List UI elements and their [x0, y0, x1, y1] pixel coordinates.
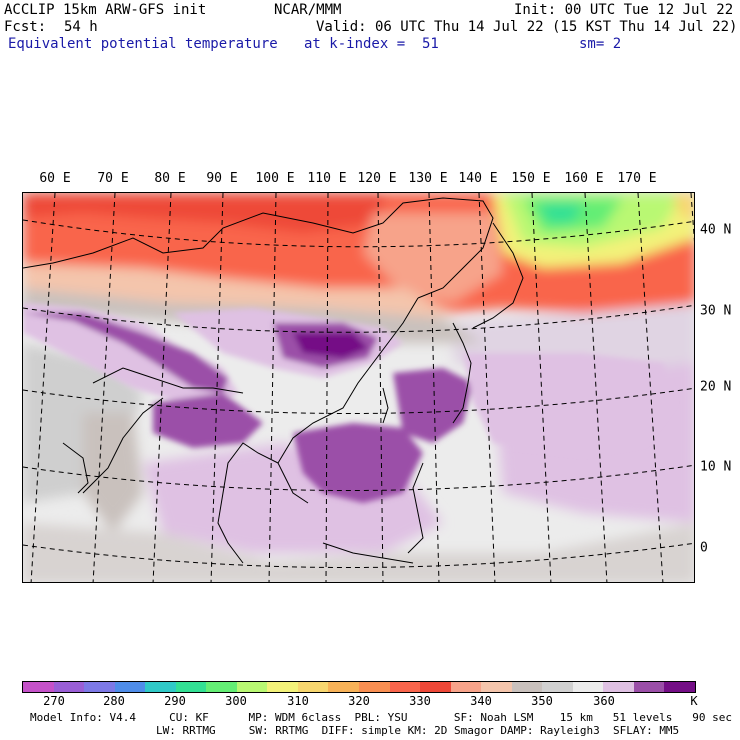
colorbar-swatch	[175, 682, 207, 692]
lat-label: 20 N	[700, 379, 732, 395]
colorbar-swatch	[328, 682, 360, 692]
lat-label: 10 N	[700, 459, 732, 475]
lon-label: 160 E	[564, 171, 604, 186]
colorbar-tick: 290	[164, 694, 186, 708]
colorbar-swatch	[297, 682, 329, 692]
colorbar-swatch	[23, 682, 54, 692]
colorbar-swatch	[53, 682, 85, 692]
lon-label: 70 E	[97, 171, 129, 186]
model-info-line1: Model Info: V4.4 CU: KF MP: WDM 6class P…	[30, 711, 732, 724]
colorbar-tick: 350	[531, 694, 553, 708]
colorbar-swatch	[389, 682, 421, 692]
colorbar-tick: 340	[470, 694, 492, 708]
colorbar-tick: 280	[103, 694, 125, 708]
center-label: NCAR/MMM	[274, 2, 342, 18]
model-info-line2: LW: RRTMG SW: RRTMG DIFF: simple KM: 2D …	[156, 724, 680, 737]
lon-label: 130 E	[408, 171, 448, 186]
lon-label: 90 E	[206, 171, 238, 186]
colorbar-swatch	[664, 682, 696, 692]
colorbar-swatch	[206, 682, 237, 692]
colorbar-tick: 310	[287, 694, 309, 708]
colorbar-swatch	[450, 682, 482, 692]
level-label: at k-index = 51	[304, 36, 439, 52]
theta-e-map	[22, 192, 695, 583]
colorbar	[22, 681, 696, 693]
forecast-label: Fcst:	[4, 19, 47, 35]
colorbar-swatch	[267, 682, 298, 692]
colorbar-tick: 300	[225, 694, 247, 708]
valid-time: Valid: 06 UTC Thu 14 Jul 22 (15 KST Thu …	[316, 19, 738, 35]
forecast-hour: 54 h	[64, 19, 98, 35]
smoothing-label: sm= 2	[579, 36, 622, 52]
graticule	[23, 193, 694, 582]
lon-label: 110 E	[307, 171, 347, 186]
colorbar-swatch	[145, 682, 176, 692]
field-name: Equivalent potential temperature	[8, 36, 278, 52]
colorbar-swatch	[511, 682, 543, 692]
colorbar-swatch	[572, 682, 604, 692]
colorbar-swatch	[359, 682, 390, 692]
colorbar-swatch	[542, 682, 573, 692]
lon-label: 140 E	[458, 171, 498, 186]
high-theta-e-band	[23, 303, 673, 503]
lon-label: 120 E	[357, 171, 397, 186]
colorbar-swatch	[603, 682, 634, 692]
lat-label: 40 N	[700, 222, 732, 238]
coastlines	[23, 197, 524, 564]
lat-label: 30 N	[700, 303, 732, 319]
map-svg	[23, 193, 694, 582]
model-title: ACCLIP 15km ARW-GFS init	[4, 2, 207, 18]
init-time: Init: 00 UTC Tue 12 Jul 22	[514, 2, 734, 18]
lon-label: 80 E	[154, 171, 186, 186]
colorbar-tick: 330	[409, 694, 431, 708]
colorbar-unit: K	[690, 694, 698, 708]
colorbar-swatch	[84, 682, 115, 692]
colorbar-swatch	[236, 682, 268, 692]
lat-label: 0	[700, 540, 708, 556]
colorbar-swatch	[114, 682, 146, 692]
colorbar-tick: 320	[348, 694, 370, 708]
colorbar-swatch	[633, 682, 665, 692]
lon-label: 60 E	[39, 171, 71, 186]
colorbar-swatch	[481, 682, 512, 692]
colorbar-tick: 270	[43, 694, 65, 708]
colorbar-swatch	[420, 682, 451, 692]
lon-label: 100 E	[255, 171, 295, 186]
lon-label: 170 E	[617, 171, 657, 186]
colorbar-tick: 360	[593, 694, 615, 708]
lon-label: 150 E	[511, 171, 551, 186]
